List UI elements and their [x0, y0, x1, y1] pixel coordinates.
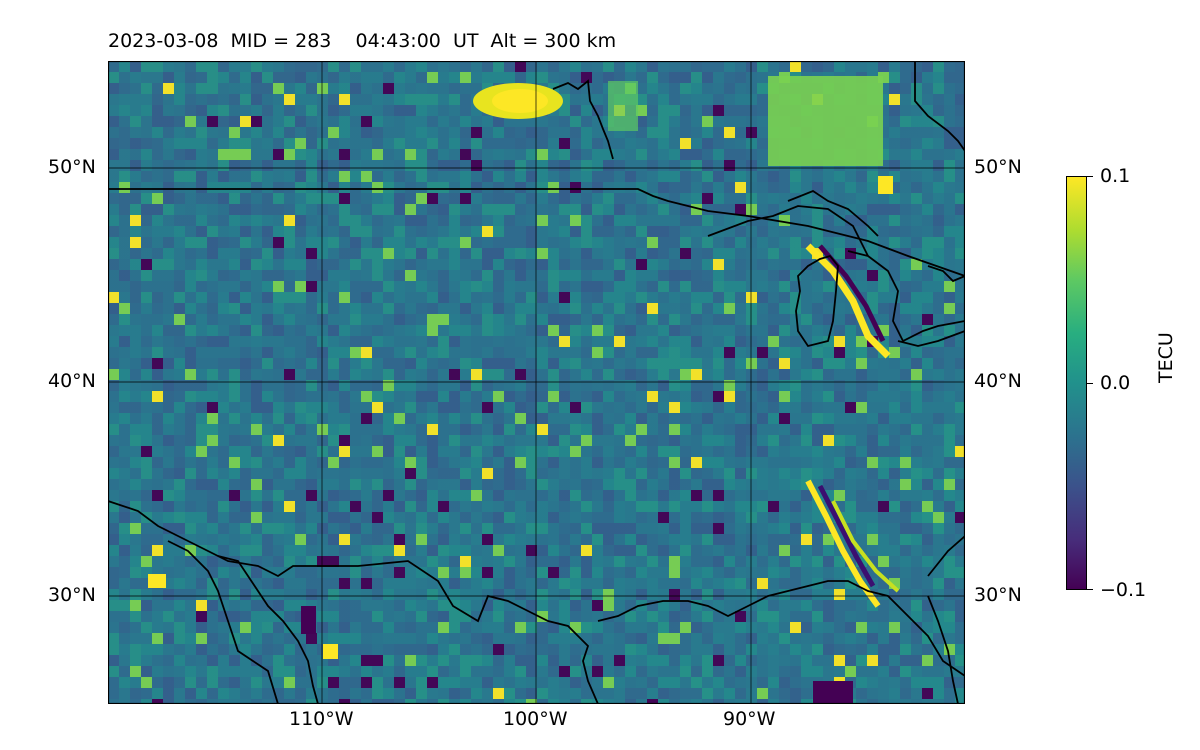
- lat-label-30-right: 30°N: [974, 584, 1022, 606]
- lat-label-50-left: 50°N: [48, 156, 96, 178]
- colorbar-tick-bottom: [1087, 589, 1093, 590]
- lat-label-50-right: 50°N: [974, 156, 1022, 178]
- tec-pixel-field: [108, 61, 965, 704]
- colorbar-label-mid: 0.0: [1100, 372, 1131, 394]
- colorbar-label-bottom: −0.1: [1100, 579, 1147, 601]
- tec-map: [108, 61, 965, 704]
- lat-label-30-left: 30°N: [48, 584, 96, 606]
- colorbar-title: TECU: [1155, 332, 1177, 383]
- lon-label-110w: 110°W: [289, 708, 354, 730]
- colorbar-tick-mid: [1087, 383, 1093, 384]
- lon-label-100w: 100°W: [503, 708, 568, 730]
- coastlines: [108, 61, 965, 704]
- colorbar-label-top: 0.1: [1100, 165, 1131, 187]
- plot-title: 2023-03-08 MID = 283 04:43:00 UT Alt = 3…: [108, 30, 617, 52]
- high-tec-patches: [148, 76, 893, 704]
- colorbar: [1066, 176, 1087, 590]
- lat-label-40-right: 40°N: [974, 370, 1022, 392]
- lat-label-40-left: 40°N: [48, 370, 96, 392]
- lon-label-90w: 90°W: [723, 708, 776, 730]
- map-frame-border: [108, 61, 965, 704]
- gridlines: [108, 61, 965, 704]
- colorbar-tick-top: [1087, 176, 1093, 177]
